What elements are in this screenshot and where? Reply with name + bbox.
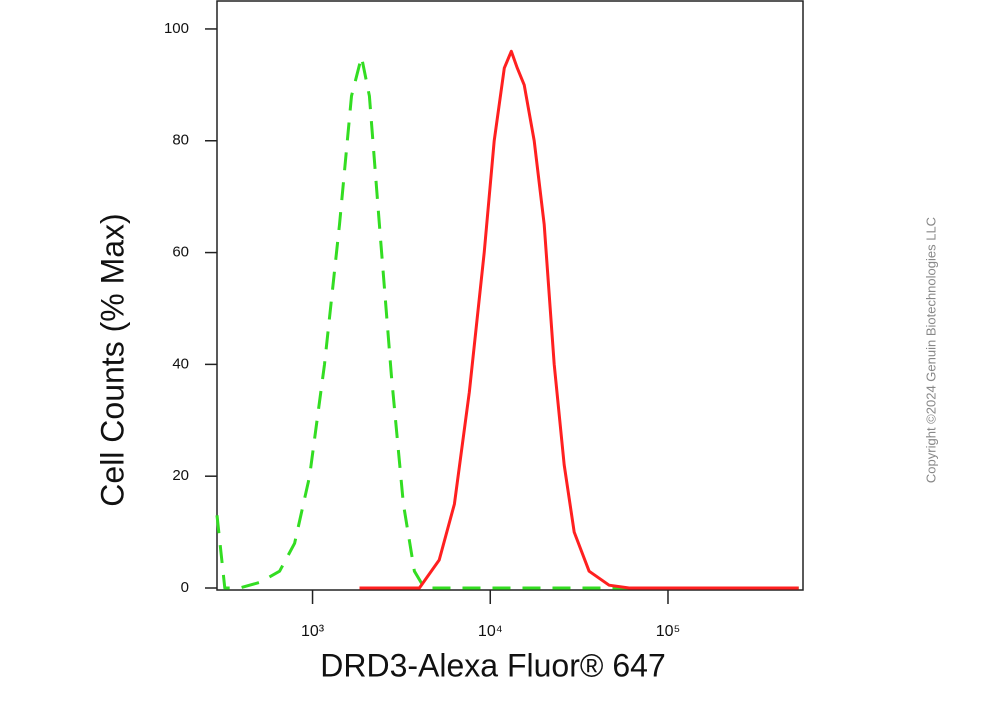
copyright: Copyright ©2024 Genuin Biotechnologies L… [923, 217, 938, 483]
y-tick-label: 0 [181, 579, 189, 596]
x-tick-label: 10³ [301, 623, 325, 640]
y-tick-label: 40 [172, 355, 189, 372]
y-tick-label: 20 [172, 467, 189, 484]
y-tick-label: 100 [164, 20, 189, 37]
plot-frame [216, 0, 804, 591]
x-tick-label: 10⁵ [656, 623, 680, 640]
y-axis-label: Cell Counts (% Max) [94, 213, 130, 506]
x-axis-label: DRD3-Alexa Fluor® 647 [320, 647, 665, 683]
x-tick-label: 10⁴ [478, 623, 503, 640]
histogram-line [215, 55, 799, 590]
y-tick-label: 80 [172, 132, 189, 149]
histogram-line [359, 49, 799, 590]
y-tick-label: 60 [172, 244, 189, 261]
